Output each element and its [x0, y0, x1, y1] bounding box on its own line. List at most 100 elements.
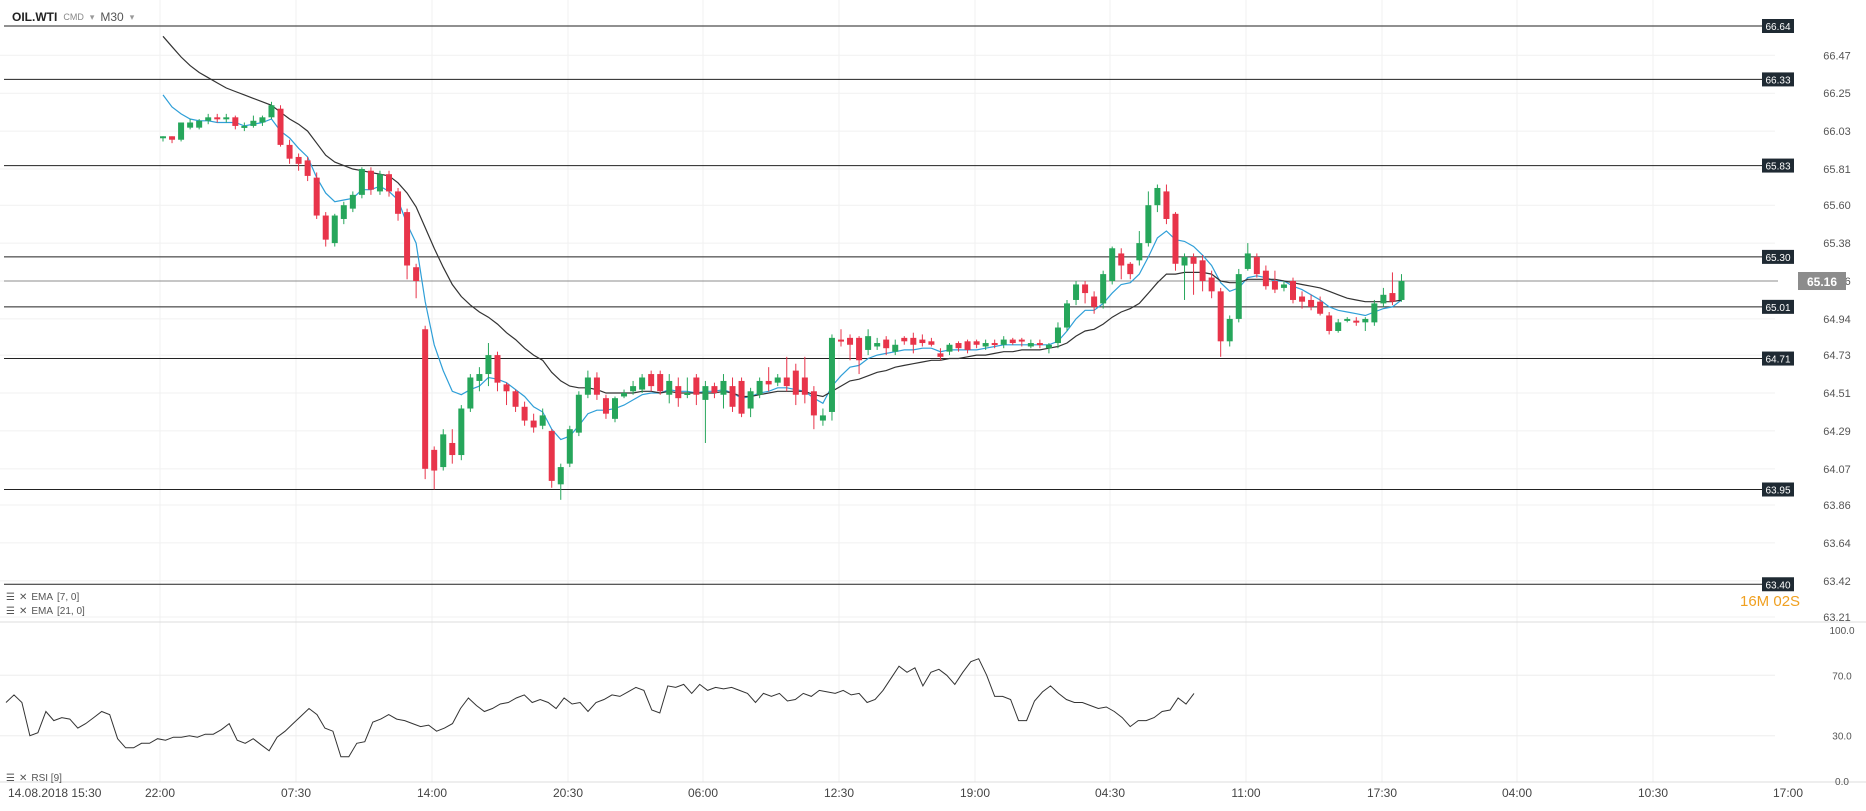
level-label-bg	[1762, 351, 1794, 366]
candle-body	[205, 117, 212, 121]
candle-body	[919, 339, 926, 344]
candle-body	[1344, 318, 1351, 321]
candle-body	[1127, 263, 1134, 275]
level-label: 65.83	[1765, 162, 1790, 173]
candle-body	[720, 380, 727, 395]
candle-body	[1091, 296, 1098, 307]
timeframe-dropdown-icon[interactable]: ▾	[129, 11, 135, 22]
candle-body	[449, 442, 456, 456]
candle-body	[964, 341, 971, 350]
close-icon[interactable]: ✕	[18, 592, 28, 603]
asset-class-badge: CMD	[63, 12, 84, 22]
indicator-params: [7, 0]	[57, 592, 80, 603]
level-label-bg	[1762, 577, 1794, 592]
indicator-name: EMA	[31, 606, 54, 617]
time-tick-label: 22:00	[145, 786, 175, 800]
candle-body	[892, 344, 899, 352]
candle-body	[1208, 277, 1215, 292]
candle-body	[259, 117, 266, 123]
indicator-name: RSI [9]	[31, 773, 62, 784]
candle-body	[828, 337, 835, 412]
level-label: 66.33	[1765, 75, 1790, 86]
candle-body	[413, 267, 420, 282]
indicator-ema-7[interactable]: ☰ ✕ EMA [7, 0]	[6, 592, 79, 603]
candle-body	[1036, 343, 1043, 346]
time-tick-label: 10:30	[1638, 786, 1668, 800]
level-label: 65.30	[1765, 253, 1790, 264]
candle-body	[1181, 256, 1188, 266]
candle-body	[575, 394, 582, 433]
candle-body	[268, 105, 275, 118]
symbol-dropdown-icon[interactable]: ▾	[89, 11, 95, 22]
ema-line-7	[162, 94, 1402, 441]
candle-body	[512, 391, 519, 407]
candle-body	[313, 177, 320, 216]
candle-body	[1190, 256, 1197, 264]
candle-body	[1082, 284, 1089, 294]
level-label: 66.64	[1765, 22, 1790, 33]
candle-body	[819, 415, 826, 421]
candle-body	[1262, 270, 1269, 287]
candle-body	[738, 380, 745, 414]
timeframe-selector[interactable]: M30	[100, 10, 124, 24]
candle-body	[295, 156, 302, 164]
indicator-rsi[interactable]: ☰ ✕ RSI [9]	[6, 773, 62, 784]
candle-body	[847, 337, 854, 345]
candle-body	[684, 393, 691, 396]
candle-body	[946, 344, 953, 352]
price-tick-label: 65.60	[1823, 200, 1851, 212]
level-label-bg	[1762, 482, 1794, 497]
current-price-label-bg	[1798, 272, 1846, 291]
candle-body	[1290, 281, 1296, 300]
candle-body	[539, 415, 546, 426]
level-label-bg	[1762, 19, 1794, 33]
candle-body	[1145, 205, 1152, 244]
candle-body	[801, 377, 808, 395]
candle-body	[1253, 256, 1260, 275]
candle-body	[1109, 248, 1116, 282]
candle-body	[1380, 294, 1387, 304]
time-tick-label: 17:00	[1773, 786, 1803, 800]
symbol-label[interactable]: OIL.WTI	[12, 10, 58, 24]
settings-icon[interactable]: ☰	[6, 773, 15, 784]
time-tick-label: 04:30	[1095, 786, 1125, 800]
level-label: 63.95	[1765, 485, 1790, 496]
price-tick-label: 63.42	[1823, 576, 1851, 588]
candle-body	[756, 380, 763, 395]
candle-body	[910, 337, 917, 345]
candle-body	[1280, 284, 1287, 288]
candle-body	[1000, 339, 1007, 345]
price-tick-label: 66.25	[1823, 88, 1851, 100]
candle-body	[1199, 260, 1206, 282]
close-icon[interactable]: ✕	[18, 606, 28, 617]
price-tick-label: 64.51	[1823, 388, 1851, 400]
candle-body	[1371, 303, 1378, 323]
candle-body	[485, 355, 492, 375]
settings-icon[interactable]: ☰	[6, 592, 15, 603]
level-label-bg	[1762, 72, 1794, 87]
candle-body	[1335, 322, 1342, 331]
candle-body	[1118, 253, 1125, 266]
indicator-ema-21[interactable]: ☰ ✕ EMA [21, 0]	[6, 606, 85, 617]
candle-body	[494, 355, 501, 383]
candle-body	[286, 144, 293, 159]
time-tick-label: 07:30	[281, 786, 311, 800]
candle-body	[928, 341, 935, 345]
candle-body	[765, 380, 772, 385]
candle-body	[865, 336, 872, 350]
candle-body	[1299, 296, 1306, 302]
candle-body	[838, 339, 844, 342]
price-tick-label: 64.29	[1823, 426, 1851, 438]
candle-body	[358, 169, 365, 195]
candle-body	[621, 393, 628, 397]
rsi-tick-label: 70.0	[1832, 671, 1852, 682]
candle-body	[349, 194, 356, 209]
rsi-line	[5, 658, 1195, 758]
candle-body	[1326, 315, 1333, 331]
level-label-bg	[1762, 158, 1794, 173]
candle-body	[431, 449, 438, 471]
candle-body	[322, 215, 329, 240]
close-icon[interactable]: ✕	[18, 773, 28, 784]
settings-icon[interactable]: ☰	[6, 606, 15, 617]
